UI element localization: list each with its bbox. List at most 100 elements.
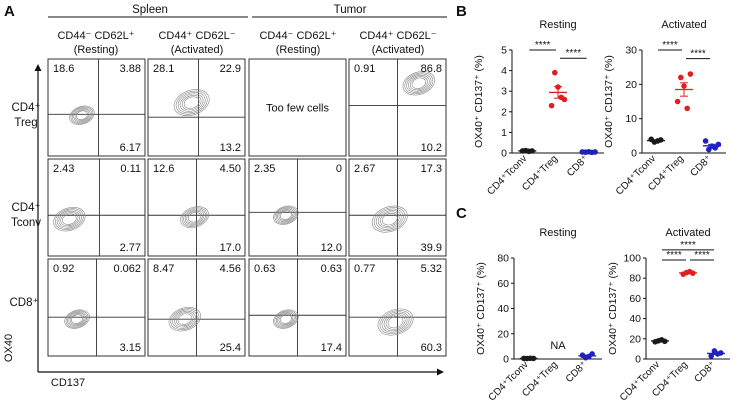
column-header-line1: CD44⁺ CD62L⁻	[359, 30, 436, 42]
significance-label: ****	[680, 240, 696, 251]
contour-line	[68, 312, 86, 326]
quadrant-value-top-left: 0.63	[254, 263, 275, 275]
row-label-line1: CD4⁺	[11, 202, 40, 214]
significance-label: ****	[694, 250, 710, 261]
flow-plot: 0.91 86.8 10.2	[348, 58, 447, 157]
row-label-line2: Tconv	[11, 217, 41, 229]
quadrant-value-top-right: 0.11	[120, 163, 141, 175]
chart-title: Activated	[665, 227, 710, 239]
column-header-line2: (Resting)	[276, 44, 321, 56]
y-tick-label: 30	[625, 45, 637, 57]
flow-plot: 2.35 0 12.0	[248, 158, 347, 257]
contour-line	[76, 110, 88, 120]
contour-line	[188, 212, 202, 223]
contour-line	[175, 312, 194, 327]
contour-line	[379, 310, 412, 335]
contour-line	[177, 92, 206, 114]
flow-plot: 28.1 22.9 13.2	[147, 58, 246, 157]
contour-line	[71, 107, 92, 123]
contour-line	[278, 313, 294, 325]
contour-line	[181, 207, 208, 227]
density-contours	[69, 105, 95, 125]
contour-line	[408, 74, 430, 92]
y-axis-label: OX40⁺ CD137⁺ (%)	[473, 55, 485, 148]
y-axis-label-ox40: OX40	[3, 334, 15, 362]
y-tick-label: 0	[635, 354, 641, 366]
quadrant-value-top-left: 2.35	[254, 163, 275, 175]
density-contours	[377, 308, 414, 336]
y-tick-label: 20	[629, 333, 641, 345]
x-tick-label: CD8⁺	[565, 153, 591, 179]
quadrant-value-top-right: 3.88	[120, 63, 141, 75]
contour-line	[183, 96, 200, 109]
y-axis-label: OX40⁺ CD137⁺ (%)	[607, 262, 619, 355]
quadrant-value-top-right: 5.32	[421, 263, 442, 275]
density-contours	[371, 205, 408, 233]
quadrant-value-top-right: 0.63	[321, 263, 342, 275]
contour-line	[53, 206, 86, 232]
quadrant-value-top-left: 2.43	[53, 163, 74, 175]
data-point	[552, 69, 558, 76]
quadrant-value-bottom-right: 6.17	[120, 142, 141, 154]
contour-line	[379, 211, 400, 227]
contour-line	[70, 106, 94, 124]
y-tick-label: 20	[625, 79, 637, 91]
contour-line	[377, 308, 414, 336]
contour-line	[73, 108, 91, 122]
contour-line	[404, 72, 434, 95]
contour-line	[174, 310, 196, 328]
contour-line	[383, 312, 408, 332]
contour-line	[172, 309, 198, 329]
contour-line	[69, 105, 95, 125]
flow-plot-frame	[248, 58, 347, 157]
row-label-line1: CD8⁺	[9, 297, 38, 309]
row-labels: CD4⁺ Treg CD4⁺ Tconv CD8⁺	[9, 102, 41, 309]
group-header-tumor: Tumor	[334, 4, 367, 16]
na-label: NA	[550, 340, 566, 352]
y-tick-label: 0	[503, 354, 509, 366]
y-axis-label: OX40⁺ CD137⁺ (%)	[475, 262, 487, 355]
contour-line	[373, 207, 406, 232]
contour-line	[273, 309, 299, 329]
contour-line	[71, 314, 84, 324]
y-tick-label: 60	[497, 278, 509, 290]
column-headers: CD44⁻ CD62L⁺ (Resting) CD44⁺ CD62L⁻ (Act…	[57, 30, 436, 56]
contour-line	[175, 90, 208, 115]
column-header-line2: (Resting)	[74, 44, 119, 56]
quadrant-value-bottom-right: 17.4	[321, 342, 342, 354]
contour-line	[277, 312, 295, 326]
column-header-line1: CD44⁺ CD62L⁻	[158, 30, 235, 42]
contour-line	[173, 89, 210, 117]
quadrant-value-top-left: 28.1	[153, 63, 174, 75]
data-point	[548, 102, 555, 109]
y-axis-label: OX40⁺ CD137⁺ (%)	[603, 55, 615, 148]
quadrant-value-bottom-right: 13.2	[220, 142, 241, 154]
x-tick-label: CD8⁺	[688, 153, 714, 179]
quadrant-value-top-left: 2.67	[354, 163, 375, 175]
y-tick-label: 4	[501, 65, 507, 77]
flow-grid: 18.6 3.88 6.17 28.1 22.9 13.2 Too few cells 0.9…	[47, 58, 447, 357]
data-point	[702, 138, 709, 144]
contour-line	[274, 310, 298, 328]
y-tick-label: 40	[497, 303, 509, 315]
quadrant-value-top-left: 0.91	[354, 63, 375, 75]
quadrant-value-bottom-right: 12.0	[321, 242, 342, 254]
chart-title: Resting	[539, 227, 576, 239]
quadrant-value-top-left: 12.6	[153, 163, 174, 175]
contour-line	[56, 209, 82, 229]
panel-letter-a: A	[4, 3, 15, 20]
y-tick-label: 20	[497, 328, 509, 340]
contour-line	[184, 209, 205, 225]
contour-line	[275, 311, 296, 327]
flow-plot: 8.47 4.56 25.4	[147, 258, 246, 357]
data-point	[674, 98, 681, 105]
contour-line	[278, 209, 294, 221]
contour-line	[74, 109, 90, 121]
quadrant-value-bottom-right: 39.9	[421, 242, 442, 254]
quadrant-value-top-right: 17.3	[421, 163, 442, 175]
contour-line	[65, 310, 89, 328]
contour-line	[377, 210, 402, 229]
contour-line	[277, 208, 295, 222]
contour-line	[279, 314, 292, 324]
